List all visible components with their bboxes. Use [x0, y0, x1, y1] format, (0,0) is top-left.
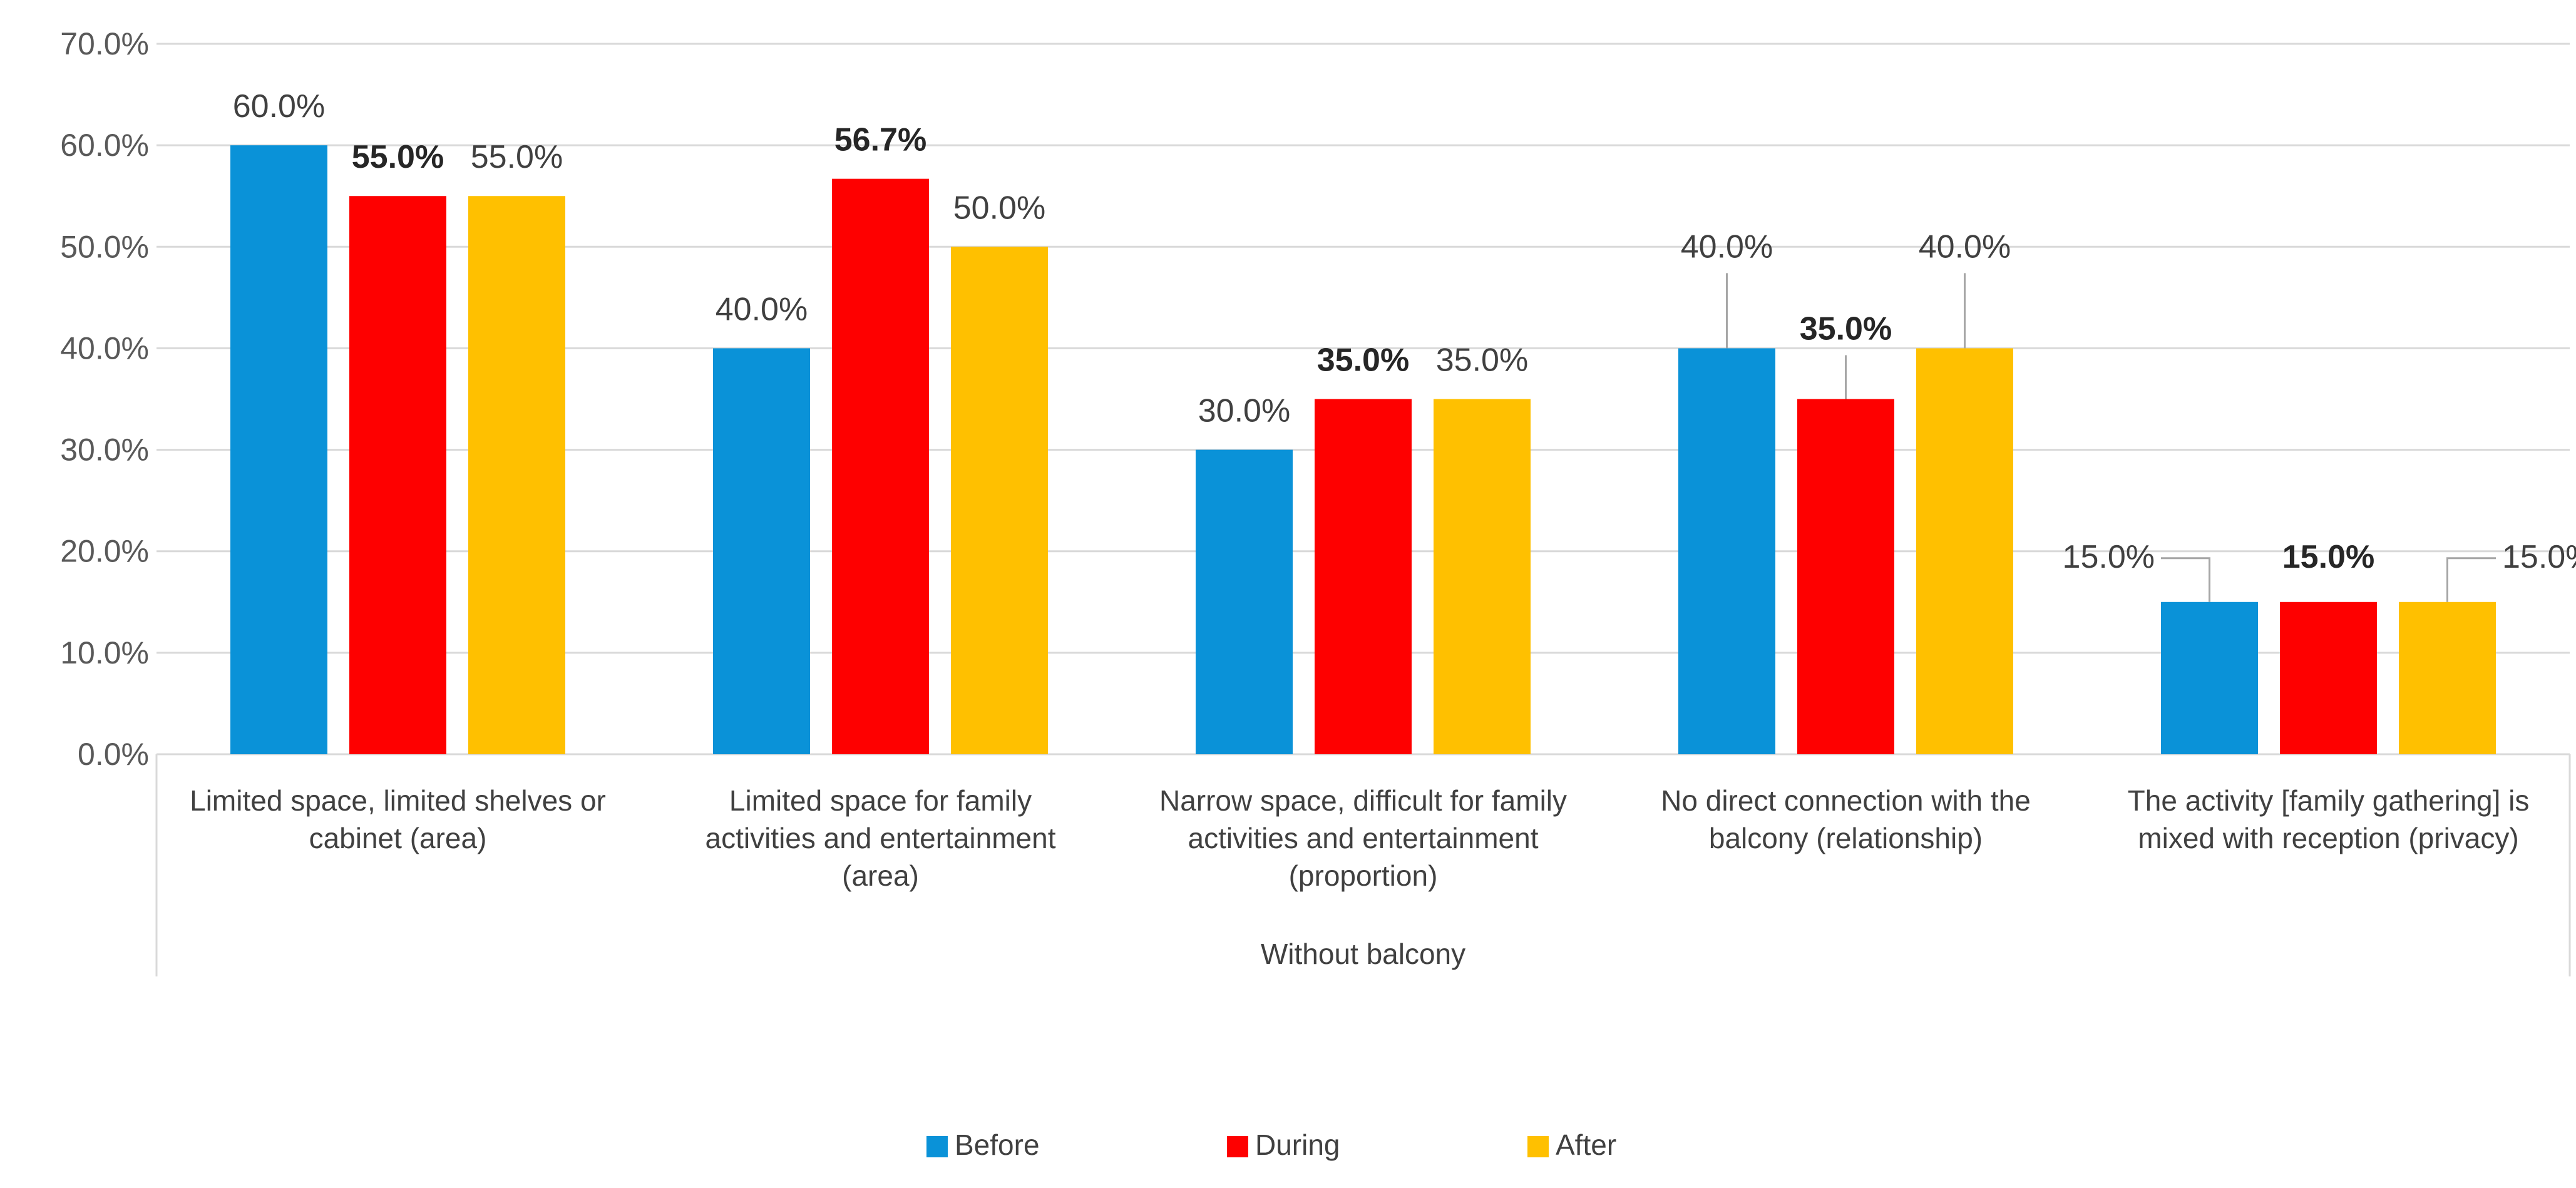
- data-label: 55.0%: [471, 139, 563, 175]
- category-label: Limited space for family: [729, 784, 1032, 817]
- bar-before: [230, 145, 327, 755]
- data-label: 60.0%: [233, 88, 325, 125]
- bar-after: [468, 196, 565, 754]
- category-label: balcony (relationship): [1709, 822, 1983, 854]
- category-label: The activity [family gathering] is: [2128, 784, 2530, 817]
- data-label: 35.0%: [1436, 342, 1528, 379]
- data-label: 35.0%: [1800, 311, 1892, 347]
- legend-label-after: After: [1556, 1129, 1616, 1161]
- bar-before: [1678, 348, 1775, 754]
- legend-label-before: Before: [955, 1129, 1040, 1161]
- data-label: 56.7%: [834, 122, 926, 158]
- data-label: 40.0%: [716, 291, 808, 327]
- y-tick-label: 0.0%: [78, 737, 149, 772]
- bar-during: [349, 196, 446, 754]
- bar-after: [1434, 399, 1531, 754]
- bar-after: [1916, 348, 2013, 754]
- data-label: 35.0%: [1317, 342, 1409, 379]
- data-label: 15.0%: [2282, 539, 2374, 575]
- y-tick-label: 60.0%: [60, 128, 149, 163]
- legend-swatch-after: [1527, 1136, 1549, 1157]
- category-label: (area): [842, 859, 919, 892]
- bar-during: [2280, 602, 2377, 754]
- leader-line: [2161, 557, 2210, 602]
- data-label: 15.0%: [2502, 539, 2576, 575]
- category-label: Narrow space, difficult for family: [1159, 784, 1567, 817]
- category-label: mixed with reception (privacy): [2138, 822, 2518, 854]
- bar-after: [951, 247, 1048, 754]
- y-tick-label: 10.0%: [60, 635, 149, 670]
- category-label: activities and entertainment: [1188, 822, 1539, 854]
- data-label: 15.0%: [2063, 539, 2155, 575]
- bar-before: [2161, 602, 2258, 754]
- y-tick-label: 50.0%: [60, 229, 149, 264]
- category-label: No direct connection with the: [1661, 784, 2031, 817]
- bar-during: [1797, 399, 1894, 754]
- data-label: 55.0%: [352, 139, 444, 175]
- data-label: 40.0%: [1681, 228, 1773, 265]
- category-label: cabinet (area): [309, 822, 487, 854]
- y-tick-label: 40.0%: [60, 330, 149, 366]
- bar-before: [713, 348, 810, 754]
- bar-before: [1196, 449, 1293, 754]
- y-tick-label: 20.0%: [60, 534, 149, 569]
- data-label: 40.0%: [1919, 228, 2011, 265]
- y-tick-label: 30.0%: [60, 433, 149, 468]
- group-label: Without balcony: [1261, 938, 1465, 970]
- leader-line: [2446, 557, 2496, 602]
- category-label: activities and entertainment: [706, 822, 1056, 854]
- category-label: (proportion): [1289, 859, 1438, 892]
- bar-during: [832, 178, 929, 754]
- y-tick-label: 70.0%: [60, 26, 149, 61]
- legend-swatch-during: [1227, 1136, 1248, 1157]
- bar-after: [2399, 602, 2496, 754]
- data-label: 50.0%: [953, 190, 1045, 226]
- data-label: 30.0%: [1198, 393, 1290, 429]
- legend-label-during: During: [1255, 1129, 1340, 1161]
- bar-during: [1315, 399, 1412, 754]
- legend-swatch-before: [926, 1136, 948, 1157]
- category-label: Limited space, limited shelves or: [190, 784, 606, 817]
